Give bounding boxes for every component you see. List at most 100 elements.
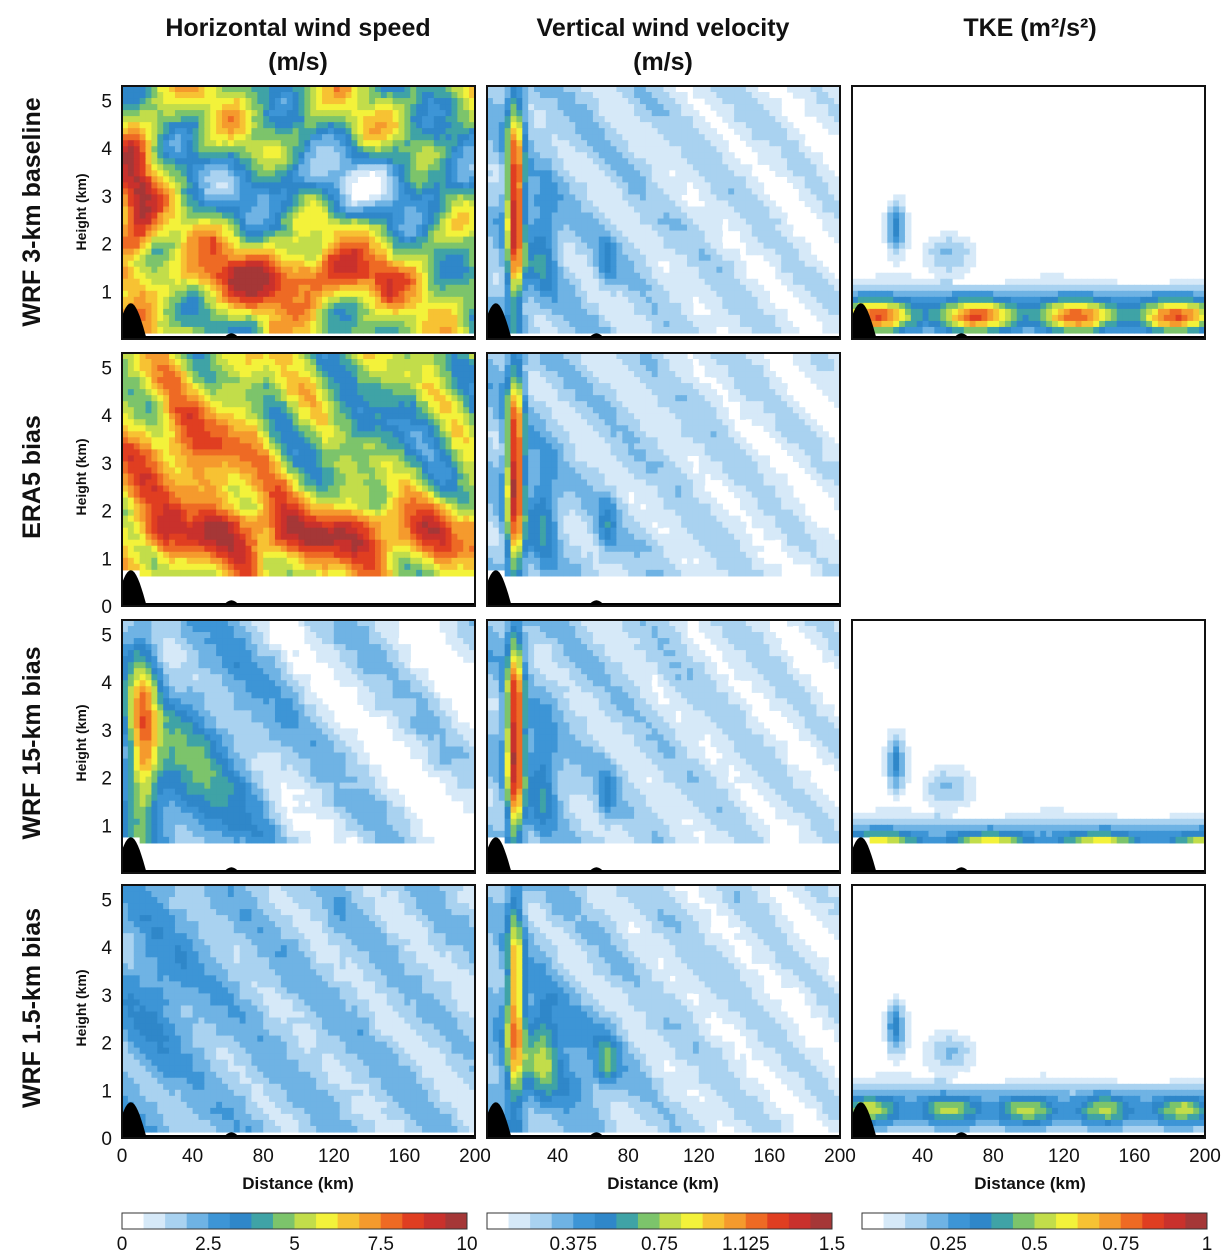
heatmap-cell xyxy=(187,122,193,129)
heatmap-cell xyxy=(363,146,369,153)
heatmap-cell xyxy=(210,291,216,298)
heatmap-cell xyxy=(587,219,593,226)
heatmap-cell xyxy=(198,104,204,111)
heatmap-cell xyxy=(811,170,817,177)
heatmap-cell xyxy=(728,104,734,111)
heatmap-cell xyxy=(157,291,163,298)
heatmap-cell xyxy=(734,206,740,213)
heatmap-cell xyxy=(599,225,605,232)
heatmap-cell xyxy=(828,327,834,334)
heatmap-cell xyxy=(599,176,605,183)
heatmap-cell xyxy=(393,110,399,117)
heatmap-cell xyxy=(363,219,369,226)
heatmap-cell xyxy=(334,309,340,316)
heatmap-cell xyxy=(451,206,457,213)
heatmap-cell xyxy=(275,303,281,310)
heatmap-cell xyxy=(416,297,422,304)
heatmap-cell xyxy=(728,92,734,99)
heatmap-cell xyxy=(664,170,670,177)
heatmap-cell xyxy=(816,152,822,159)
heatmap-cell xyxy=(240,285,246,292)
heatmap-cell xyxy=(446,231,452,238)
heatmap-cell xyxy=(622,243,628,250)
heatmap-cell xyxy=(693,273,699,280)
heatmap-cell xyxy=(346,231,352,238)
heatmap-cell xyxy=(775,303,781,310)
heatmap-cell xyxy=(752,134,758,141)
heatmap-cell xyxy=(181,303,187,310)
heatmap-cell xyxy=(664,273,670,280)
heatmap-cell xyxy=(134,267,140,274)
heatmap-cell xyxy=(540,164,546,171)
heatmap-cell xyxy=(181,104,187,111)
column-title-1: Horizontal wind speed xyxy=(165,14,430,42)
heatmap-cell xyxy=(257,176,263,183)
heatmap-cell xyxy=(163,279,169,286)
heatmap-cell xyxy=(463,116,469,123)
heatmap-cell xyxy=(1052,279,1058,286)
heatmap-cell xyxy=(434,231,440,238)
heatmap-cell xyxy=(446,92,452,99)
heatmap-cell xyxy=(587,231,593,238)
heatmap-cell xyxy=(816,116,822,123)
heatmap-cell xyxy=(304,303,310,310)
heatmap-cell xyxy=(758,110,764,117)
heatmap-cell xyxy=(1076,279,1082,286)
heatmap-cell xyxy=(151,152,157,159)
heatmap-cell xyxy=(593,116,599,123)
heatmap-cell xyxy=(634,297,640,304)
heatmap-cell xyxy=(658,182,664,189)
heatmap-cell xyxy=(410,122,416,129)
heatmap-cell xyxy=(416,279,422,286)
heatmap-cell xyxy=(263,146,269,153)
heatmap-cell xyxy=(322,249,328,256)
heatmap-cell xyxy=(181,206,187,213)
heatmap-cell xyxy=(769,116,775,123)
heatmap-cell xyxy=(522,206,528,213)
heatmap-cell xyxy=(546,315,552,322)
heatmap-cell xyxy=(675,146,681,153)
heatmap-cell xyxy=(363,321,369,328)
heatmap-cell xyxy=(287,303,293,310)
heatmap-cell xyxy=(181,327,187,334)
heatmap-cell xyxy=(304,225,310,232)
heatmap-cell xyxy=(828,194,834,201)
heatmap-cell xyxy=(287,188,293,195)
heatmap-cell xyxy=(711,206,717,213)
heatmap-cell xyxy=(428,291,434,298)
heatmap-cell xyxy=(946,267,952,274)
heatmap-cell xyxy=(151,134,157,141)
heatmap-cell xyxy=(722,146,728,153)
heatmap-cell xyxy=(675,134,681,141)
heatmap-cell xyxy=(457,170,463,177)
heatmap-cell xyxy=(593,170,599,177)
heatmap-cell xyxy=(587,164,593,171)
heatmap-cell xyxy=(204,116,210,123)
heatmap-cell xyxy=(428,152,434,159)
heatmap-cell xyxy=(652,152,658,159)
heatmap-cell xyxy=(893,273,899,280)
heatmap-cell xyxy=(752,315,758,322)
heatmap-cell xyxy=(822,273,828,280)
heatmap-cell xyxy=(434,164,440,171)
heatmap-cell xyxy=(128,188,134,195)
heatmap-cell xyxy=(816,104,822,111)
heatmap-cell xyxy=(593,200,599,207)
heatmap-cell xyxy=(911,279,917,286)
heatmap-cell xyxy=(351,146,357,153)
heatmap-cell xyxy=(287,309,293,316)
heatmap-cell xyxy=(328,237,334,244)
heatmap-cell xyxy=(328,303,334,310)
heatmap-cell xyxy=(428,200,434,207)
heatmap-cell xyxy=(357,152,363,159)
heatmap-cell xyxy=(187,255,193,262)
heatmap-cell xyxy=(263,237,269,244)
heatmap-cell xyxy=(316,321,322,328)
heatmap-cell xyxy=(1040,297,1046,304)
heatmap-cell xyxy=(799,152,805,159)
heatmap-cell xyxy=(793,182,799,189)
heatmap-cell xyxy=(334,297,340,304)
heatmap-cell xyxy=(440,273,446,280)
heatmap-cell xyxy=(734,279,740,286)
heatmap-cell xyxy=(728,152,734,159)
